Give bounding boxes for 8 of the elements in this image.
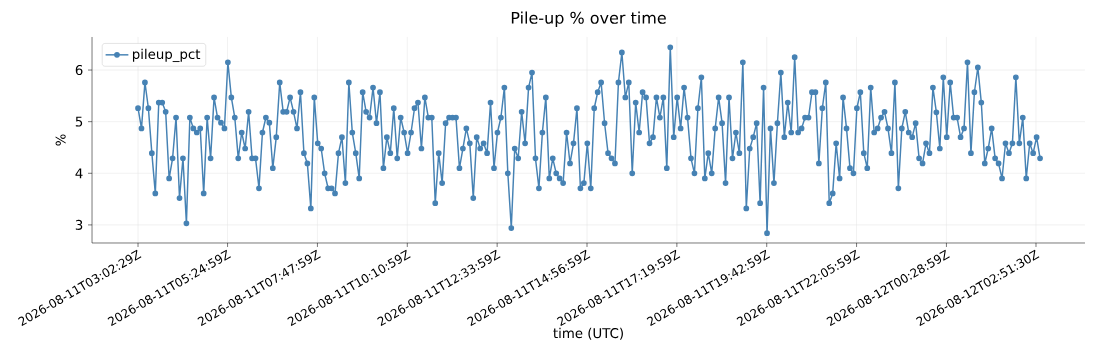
y-tick-label: 4 xyxy=(75,168,83,179)
y-tick-label: 6 xyxy=(75,64,83,76)
y-axis-title: % xyxy=(55,134,66,146)
x-axis-title: time (UTC) xyxy=(553,327,623,340)
chart-title: Pile-up % over time xyxy=(511,11,666,27)
y-tick-label: 5 xyxy=(75,116,83,127)
y-tick-label: 3 xyxy=(75,219,83,230)
legend-label: pileup_pct xyxy=(132,48,201,63)
